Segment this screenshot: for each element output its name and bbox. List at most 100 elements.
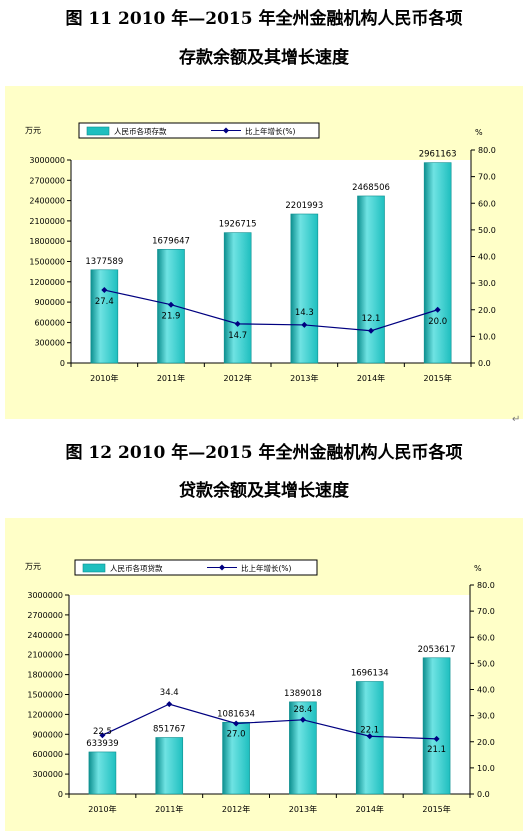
- x-tick-label: 2010年: [90, 373, 118, 383]
- growth-value-label: 27.0: [227, 729, 246, 739]
- y2-tick-label: 50.0: [478, 226, 496, 235]
- x-tick-label: 2011年: [155, 804, 183, 814]
- y-axis-unit: 万元: [25, 562, 41, 571]
- legend-bar-swatch: [82, 563, 106, 573]
- y2-tick-label: 60.0: [477, 633, 495, 642]
- legend-line-label: 比上年增长(%): [245, 126, 296, 136]
- plot-area: [69, 595, 470, 794]
- bar: [289, 701, 317, 795]
- growth-point: [234, 320, 241, 327]
- x-tick-label: 2013年: [289, 804, 317, 814]
- growth-line: [102, 703, 437, 740]
- growth-value-label: 34.4: [160, 688, 179, 698]
- legend-bar-label: 人民币各项贷款: [110, 563, 163, 573]
- bar-value-label: 2053617: [418, 645, 456, 655]
- x-tick-label: 2010年: [88, 804, 116, 814]
- x-tick-label: 2011年: [157, 373, 185, 383]
- y-axis-unit: 万元: [25, 126, 41, 135]
- y2-tick-label: 20.0: [478, 306, 496, 315]
- growth-point: [301, 321, 308, 328]
- y2-tick-label: 70.0: [478, 173, 496, 182]
- y-tick-label: 600000: [32, 750, 63, 759]
- y-tick-label: 300000: [32, 770, 63, 779]
- growth-point: [368, 327, 374, 334]
- growth-point: [434, 306, 441, 313]
- growth-value-label: 12.1: [362, 314, 381, 324]
- y2-tick-label: 0.0: [478, 359, 491, 368]
- legend: 人民币各项存款 比上年增长(%): [78, 122, 320, 139]
- bar-value-label: 851767: [153, 724, 185, 734]
- bar: [423, 162, 452, 364]
- x-tick-label: 2015年: [422, 804, 450, 814]
- growth-point: [433, 735, 440, 742]
- growth-value-label: 22.5: [93, 727, 112, 737]
- y2-tick-label: 80.0: [478, 146, 496, 155]
- growth-value-label: 28.4: [293, 705, 312, 715]
- y-tick-label: 2700000: [29, 176, 65, 185]
- growth-point: [299, 716, 306, 723]
- x-tick-label: 2013年: [290, 373, 318, 383]
- y-tick-label: 600000: [34, 318, 65, 327]
- figure-12-title-line2: 贷款余额及其增长速度: [179, 481, 349, 501]
- bar-value-label: 2468506: [352, 183, 390, 193]
- growth-value-label: 14.7: [228, 331, 247, 341]
- legend-bar-swatch: [86, 126, 110, 136]
- figure-12-title-line1: 图 12 2010 年—2015 年全州金融机构人民币各项: [65, 443, 463, 463]
- x-tick-label: 2012年: [222, 804, 250, 814]
- growth-point: [99, 732, 106, 739]
- y-tick-label: 2100000: [29, 217, 65, 226]
- bar: [223, 232, 252, 364]
- bar-value-label: 1377589: [85, 257, 123, 267]
- legend-line-marker: [223, 127, 229, 134]
- y2-tick-label: 50.0: [477, 659, 495, 668]
- x-tick-label: 2014年: [357, 373, 385, 383]
- bar: [88, 751, 117, 795]
- growth-point: [166, 701, 173, 708]
- chart-panel-deposits: 万元% 人民币各项存款 比上年增长(%) 0 300000 600000 900000 120…: [5, 86, 523, 419]
- legend: 人民币各项贷款 比上年增长(%): [74, 559, 318, 576]
- y2-tick-label: 40.0: [477, 686, 495, 695]
- legend-box: [74, 559, 318, 576]
- legend-bar-label: 人民币各项存款: [114, 126, 167, 136]
- x-tick-label: 2014年: [356, 804, 384, 814]
- y-tick-label: 1500000: [27, 691, 63, 700]
- y-tick-label: 2400000: [27, 631, 63, 640]
- figure-11-title-line1: 图 11 2010 年—2015 年全州金融机构人民币各项: [65, 9, 463, 29]
- chart-panel-loans: 万元% 人民币各项贷款 比上年增长(%) 0 300000 600000 900000 120…: [5, 518, 523, 831]
- bar-value-label: 1389018: [284, 689, 322, 699]
- y-tick-label: 3000000: [29, 156, 65, 165]
- y-tick-label: 1800000: [27, 671, 63, 680]
- y2-tick-label: 80.0: [477, 581, 495, 590]
- bar-value-label: 1081634: [217, 709, 255, 719]
- bar-value-label: 1926715: [219, 220, 257, 230]
- legend-line-label: 比上年增长(%): [241, 563, 292, 573]
- y-tick-label: 2100000: [27, 651, 63, 660]
- y2-axis-unit: %: [474, 564, 482, 573]
- y2-tick-label: 30.0: [478, 279, 496, 288]
- x-tick-label: 2015年: [423, 373, 451, 383]
- growth-point: [233, 720, 240, 727]
- figure-11-title-line2: 存款余额及其增长速度: [179, 48, 349, 68]
- y-tick-label: 900000: [32, 730, 63, 739]
- y2-tick-label: 20.0: [477, 738, 495, 747]
- loans-chart: 万元 % 人民币各项贷款 比上年增长(%) 0 300000 600000 900000 120…: [25, 559, 495, 814]
- y-tick-label: 0: [58, 790, 63, 799]
- legend-line-marker: [219, 564, 225, 571]
- bar-value-label: 2961163: [419, 150, 457, 160]
- bar: [222, 721, 250, 795]
- y-tick-label: 1200000: [29, 278, 65, 287]
- growth-value-label: 20.0: [428, 317, 447, 327]
- y2-tick-label: 10.0: [478, 332, 496, 341]
- y2-tick-label: 10.0: [477, 764, 495, 773]
- bar: [290, 213, 319, 364]
- y2-tick-label: 0.0: [477, 790, 490, 799]
- y-tick-label: 1200000: [27, 710, 63, 719]
- bar: [90, 269, 119, 364]
- y-tick-label: 3000000: [27, 591, 63, 600]
- bar: [422, 657, 451, 795]
- y-tick-label: 0: [60, 359, 65, 368]
- growth-point: [366, 733, 373, 740]
- growth-point: [101, 287, 108, 294]
- growth-value-label: 27.4: [95, 297, 114, 307]
- bar: [155, 737, 184, 795]
